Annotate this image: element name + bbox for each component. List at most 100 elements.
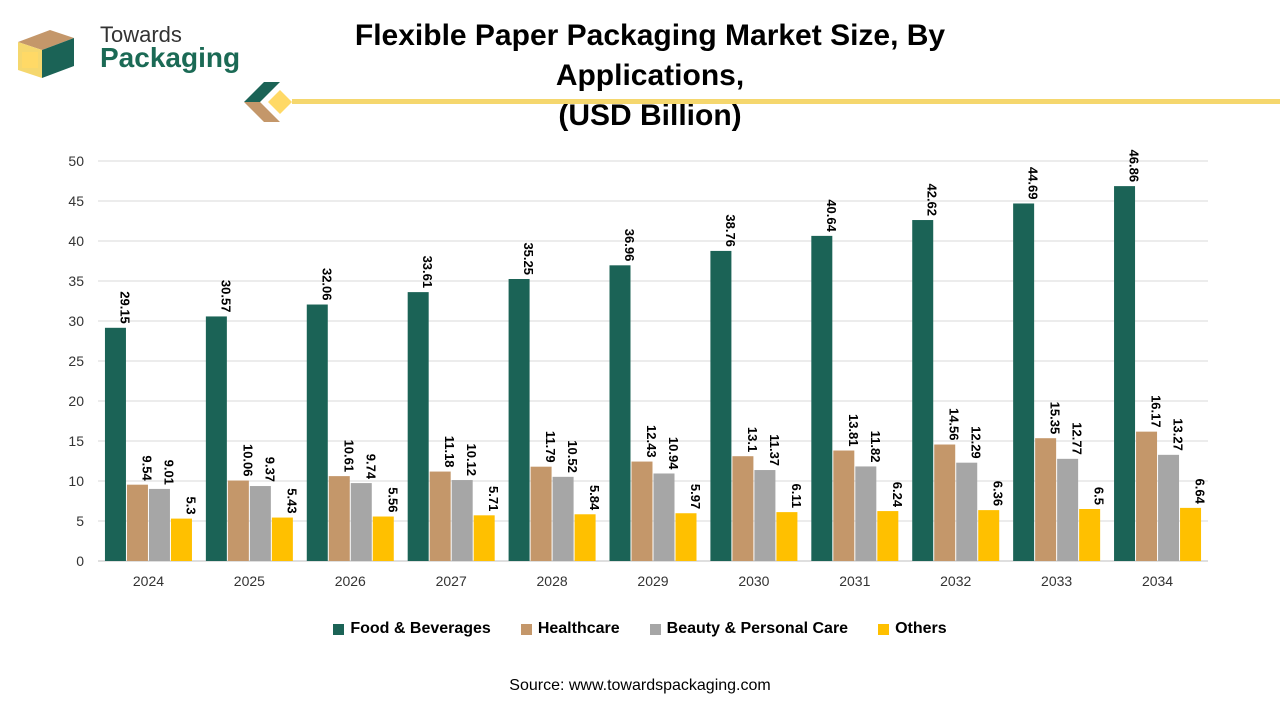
data-label: 10.61 <box>341 440 356 473</box>
title-divider <box>244 82 1280 122</box>
data-label: 5.71 <box>486 486 501 511</box>
data-label: 12.29 <box>969 426 984 459</box>
data-label: 11.82 <box>868 431 883 463</box>
bar <box>978 510 1000 561</box>
bar <box>1079 509 1101 561</box>
bar <box>205 316 227 561</box>
source-text: Source: www.towardspackaging.com <box>509 677 771 694</box>
data-label: 35.25 <box>521 242 536 275</box>
bar <box>1136 431 1158 561</box>
y-tick-label: 50 <box>68 153 84 169</box>
bar <box>574 514 596 561</box>
chart-title-line1: Flexible Paper Packaging Market Size, By… <box>354 19 946 92</box>
data-label: 9.37 <box>262 457 277 482</box>
bar <box>1158 454 1180 561</box>
y-tick-label: 30 <box>68 313 84 329</box>
data-label: 9.54 <box>139 455 154 481</box>
data-label: 16.17 <box>1149 395 1164 428</box>
data-label: 30.57 <box>218 280 233 313</box>
y-tick-label: 5 <box>76 513 84 529</box>
x-tick-label: 2031 <box>839 573 870 589</box>
chart-title: Flexible Paper Packaging Market Size, By… <box>300 16 1000 136</box>
data-label: 42.62 <box>925 183 940 216</box>
data-label: 13.27 <box>1171 418 1186 451</box>
data-label: 6.64 <box>1193 479 1208 505</box>
legend-label-healthcare: Healthcare <box>537 620 620 637</box>
y-tick-label: 45 <box>68 193 84 209</box>
bar <box>271 517 293 561</box>
data-label: 13.81 <box>846 414 861 447</box>
data-label: 9.01 <box>161 460 176 485</box>
data-label: 6.11 <box>789 484 804 509</box>
y-tick-label: 35 <box>68 273 84 289</box>
bar <box>732 456 754 561</box>
y-tick-label: 0 <box>76 553 84 569</box>
bar <box>934 444 956 561</box>
bar <box>1013 203 1035 562</box>
x-tick-label: 2027 <box>436 573 467 589</box>
bar <box>675 513 697 561</box>
legend-item-beauty: Beauty & Personal Care <box>649 620 849 638</box>
bar <box>877 511 899 561</box>
y-tick-label: 20 <box>68 393 84 409</box>
y-tick-label: 25 <box>68 353 84 369</box>
bar <box>1057 458 1079 561</box>
data-label: 6.5 <box>1092 487 1107 505</box>
bar <box>776 512 798 561</box>
bar <box>126 484 148 561</box>
legend-swatch-others <box>878 623 890 635</box>
bar <box>170 518 192 561</box>
legend-swatch-healthcare <box>520 623 532 635</box>
data-label: 29.15 <box>117 291 132 324</box>
bar <box>855 466 877 561</box>
bar <box>249 486 271 561</box>
y-tick-label: 15 <box>68 433 84 449</box>
bar <box>104 327 126 561</box>
legend-item-healthcare: Healthcare <box>520 620 620 638</box>
data-label: 11.18 <box>442 436 457 468</box>
legend-label-food: Food & Beverages <box>350 620 491 637</box>
data-label: 9.74 <box>363 454 378 480</box>
bar <box>350 483 372 561</box>
y-tick-label: 10 <box>68 473 84 489</box>
data-label: 10.52 <box>565 440 580 473</box>
data-label: 6.36 <box>991 481 1006 506</box>
data-label: 5.56 <box>385 487 400 512</box>
bar <box>1035 438 1057 561</box>
data-label: 10.06 <box>240 444 255 477</box>
x-tick-label: 2024 <box>133 573 164 589</box>
data-label: 11.79 <box>543 431 558 463</box>
logo: Towards Packaging <box>16 22 246 82</box>
data-label: 5.3 <box>183 497 198 515</box>
logo-box-icon <box>18 30 74 78</box>
bar <box>306 304 328 561</box>
bar <box>833 450 855 561</box>
legend-swatch-food <box>333 623 345 635</box>
bar <box>530 466 552 561</box>
data-label: 5.97 <box>688 484 703 509</box>
legend-item-others: Others <box>878 620 947 638</box>
bar <box>710 250 732 562</box>
data-label: 44.69 <box>1026 167 1041 200</box>
logo-text-towards: Towards <box>100 22 182 47</box>
legend-swatch-beauty <box>649 623 661 635</box>
logo-text-packaging: Packaging <box>100 42 241 73</box>
x-tick-label: 2025 <box>234 573 265 589</box>
legend-item-food: Food & Beverages <box>333 620 491 638</box>
data-label: 36.96 <box>622 229 637 262</box>
bar <box>1114 186 1136 561</box>
data-label: 14.56 <box>947 408 962 441</box>
bar <box>754 470 776 561</box>
bar <box>956 462 978 561</box>
data-label: 40.64 <box>824 199 839 232</box>
legend-label-beauty: Beauty & Personal Care <box>666 620 849 637</box>
x-tick-label: 2030 <box>738 573 769 589</box>
data-label: 11.37 <box>767 434 782 466</box>
bar <box>429 471 451 561</box>
data-label: 12.77 <box>1070 422 1085 455</box>
data-label: 10.94 <box>666 437 681 470</box>
data-label: 32.06 <box>319 268 334 301</box>
bar <box>372 516 394 561</box>
data-label: 5.43 <box>284 488 299 513</box>
